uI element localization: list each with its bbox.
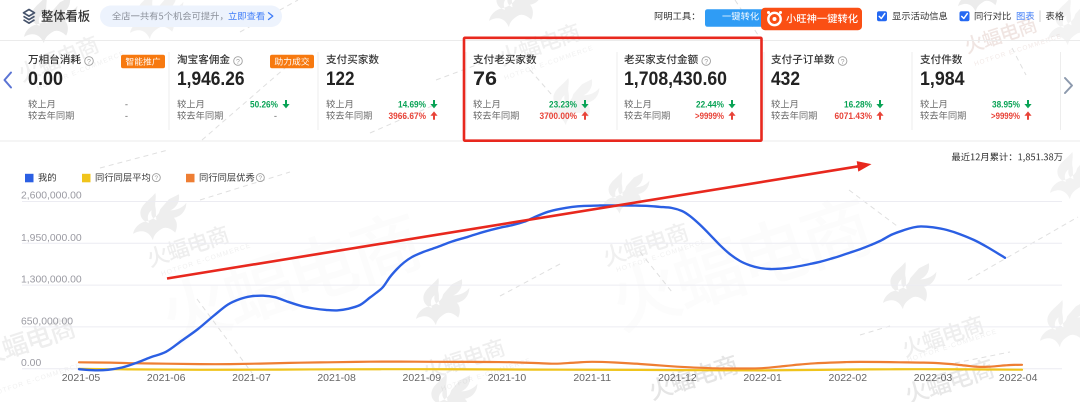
svg-text:3700.00%: 3700.00% (540, 111, 578, 121)
svg-text:1,708,430.60: 1,708,430.60 (624, 69, 727, 90)
svg-text:2022-02: 2022-02 (829, 372, 868, 384)
svg-text:2022-01: 2022-01 (743, 372, 782, 384)
svg-text:?: ? (236, 59, 240, 66)
svg-text:1,984: 1,984 (920, 69, 965, 90)
svg-text:0.00: 0.00 (28, 69, 63, 90)
svg-text:?: ? (87, 59, 91, 66)
svg-text:2021-07: 2021-07 (232, 372, 271, 384)
svg-text:?: ? (155, 175, 159, 182)
svg-text:0.00: 0.00 (21, 358, 41, 369)
svg-text:?: ? (841, 59, 845, 66)
svg-text:1,300,000.00: 1,300,000.00 (21, 275, 82, 286)
svg-text:2022-04: 2022-04 (999, 372, 1038, 384)
svg-text:2021-10: 2021-10 (488, 372, 527, 384)
svg-text:3966.67%: 3966.67% (389, 111, 427, 121)
svg-text:650,000.00: 650,000.00 (21, 316, 73, 327)
svg-text:>9999%: >9999% (991, 111, 1021, 121)
svg-text:2021-05: 2021-05 (62, 372, 101, 384)
svg-text:-: - (125, 99, 128, 110)
svg-text:38.95%: 38.95% (992, 99, 1021, 109)
svg-text:2022-03: 2022-03 (914, 372, 953, 384)
svg-text:2021-06: 2021-06 (147, 372, 186, 384)
svg-text:2021-12: 2021-12 (658, 372, 697, 384)
svg-text:>9999%: >9999% (695, 111, 725, 121)
svg-text:2021-09: 2021-09 (403, 372, 442, 384)
svg-text:6071.43%: 6071.43% (835, 111, 873, 121)
svg-text:2021-11: 2021-11 (573, 372, 611, 384)
svg-text:50.26%: 50.26% (250, 99, 279, 109)
svg-text:14.69%: 14.69% (398, 99, 427, 109)
svg-text:-: - (274, 111, 277, 122)
svg-text:?: ? (259, 175, 263, 182)
svg-text:23.23%: 23.23% (549, 99, 578, 109)
svg-text:?: ? (704, 59, 708, 66)
svg-text:2021-08: 2021-08 (317, 372, 356, 384)
svg-text:-: - (125, 111, 128, 122)
svg-text:16.28%: 16.28% (844, 99, 873, 109)
svg-text:1,950,000.00: 1,950,000.00 (21, 233, 82, 244)
svg-text:22.44%: 22.44% (696, 99, 725, 109)
svg-text:122: 122 (326, 69, 355, 90)
svg-text:432: 432 (771, 69, 800, 90)
svg-text:76: 76 (473, 69, 497, 90)
svg-text:1,946.26: 1,946.26 (177, 69, 245, 90)
svg-text:2,600,000.00: 2,600,000.00 (21, 191, 82, 202)
